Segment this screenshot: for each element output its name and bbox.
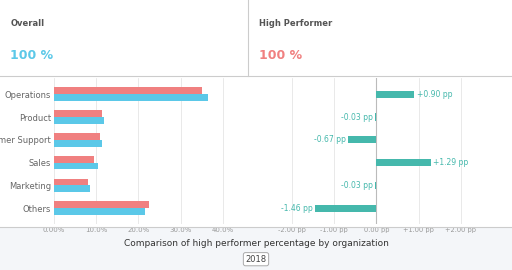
Bar: [375, 113, 376, 121]
Text: -0.03 pp: -0.03 pp: [341, 113, 373, 122]
Bar: [314, 205, 376, 212]
Bar: [54, 117, 104, 124]
Bar: [54, 110, 102, 117]
Text: 100 %: 100 %: [259, 49, 302, 62]
Bar: [54, 156, 94, 163]
Text: +0.90 pp: +0.90 pp: [416, 90, 452, 99]
Text: +1.29 pp: +1.29 pp: [433, 158, 468, 167]
Text: Overall: Overall: [10, 19, 45, 28]
Bar: [54, 87, 202, 94]
Bar: [54, 185, 90, 192]
Text: -0.67 pp: -0.67 pp: [314, 135, 346, 144]
Bar: [376, 159, 431, 166]
Bar: [376, 91, 414, 98]
Bar: [54, 94, 208, 101]
Bar: [54, 208, 144, 215]
Text: Comparison of high performer percentage by organization: Comparison of high performer percentage …: [123, 239, 389, 248]
Bar: [375, 182, 376, 189]
Text: 2018: 2018: [245, 255, 267, 264]
Bar: [54, 133, 100, 140]
Bar: [54, 163, 98, 170]
Bar: [348, 136, 376, 143]
Bar: [54, 201, 149, 208]
Bar: [54, 178, 88, 185]
Text: -0.03 pp: -0.03 pp: [341, 181, 373, 190]
Text: High Performer: High Performer: [259, 19, 332, 28]
Text: -1.46 pp: -1.46 pp: [281, 204, 312, 213]
Text: 100 %: 100 %: [10, 49, 53, 62]
Bar: [54, 140, 102, 147]
